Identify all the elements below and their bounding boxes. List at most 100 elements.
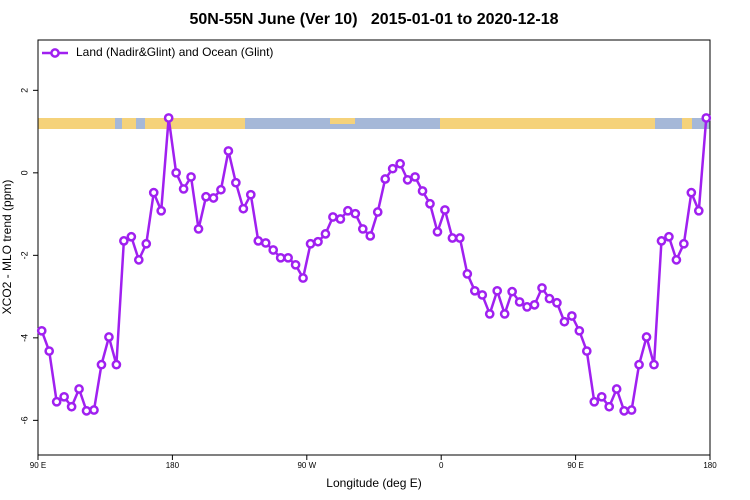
x-tick-label: 90 E: [567, 461, 583, 470]
y-tick-label: 2: [19, 88, 29, 93]
data-point: [216, 184, 226, 195]
data-point: [66, 401, 77, 412]
data-point: [44, 346, 55, 356]
data-point: [365, 231, 376, 241]
data-point: [440, 205, 450, 215]
y-tick-label: -2: [19, 251, 29, 259]
data-point: [253, 236, 264, 246]
data-point: [81, 406, 92, 416]
data-point: [231, 177, 241, 188]
data-point: [693, 205, 704, 216]
data-point: [298, 273, 308, 283]
y-tick-label: -4: [19, 334, 29, 342]
data-point: [126, 231, 137, 242]
data-point: [529, 299, 540, 310]
data-point: [328, 212, 338, 222]
data-point: [649, 359, 659, 370]
data-point: [574, 325, 585, 336]
legend-marker: [50, 48, 60, 58]
data-point: [36, 325, 47, 336]
data-point: [156, 205, 167, 216]
data-point: [537, 283, 547, 293]
x-tick-label: 0: [439, 461, 444, 470]
data-point: [701, 113, 712, 123]
land-band: [330, 118, 355, 124]
data-point: [275, 252, 286, 263]
x-tick-label: 180: [166, 461, 180, 470]
data-point: [171, 167, 181, 178]
data-point: [59, 391, 69, 402]
data-point: [455, 233, 465, 243]
x-tick-label: 90 W: [297, 461, 316, 470]
data-point: [544, 293, 555, 304]
data-point: [619, 406, 629, 416]
data-point: [507, 286, 517, 297]
x-tick-label: 180: [703, 461, 717, 470]
data-point: [410, 172, 420, 182]
data-point: [320, 229, 331, 239]
data-point: [104, 332, 114, 342]
data-point: [395, 158, 405, 169]
data-point: [350, 208, 361, 219]
data-point: [641, 332, 652, 342]
data-point: [671, 255, 682, 265]
data-point: [567, 311, 577, 321]
data-point: [238, 203, 249, 214]
data-point: [417, 186, 428, 196]
x-tick-label: 90 E: [30, 461, 46, 470]
data-point: [260, 238, 271, 248]
data-point: [477, 290, 488, 300]
data-point: [402, 174, 413, 185]
data-point: [96, 359, 107, 370]
data-point: [186, 172, 196, 182]
y-tick-label: -6: [19, 416, 29, 424]
ocean-band: [38, 118, 710, 129]
data-point: [522, 302, 532, 312]
data-point: [357, 224, 368, 234]
data-point: [343, 205, 353, 216]
data-point: [425, 198, 435, 209]
data-point: [626, 405, 637, 415]
data-point: [208, 193, 219, 203]
data-point: [283, 252, 293, 263]
data-point: [559, 316, 570, 327]
data-point: [686, 187, 697, 198]
land-band: [145, 118, 245, 129]
data-point: [596, 391, 607, 402]
data-point: [133, 255, 144, 265]
data-point: [335, 214, 346, 224]
data-point: [514, 297, 525, 307]
x-axis-label: Longitude (deg E): [326, 476, 421, 490]
y-axis-label: XCO2 - MLO trend (ppm): [0, 180, 14, 315]
data-point: [223, 146, 234, 156]
land-ocean-strip: [38, 118, 710, 129]
land-band: [38, 118, 115, 129]
data-point: [119, 236, 129, 246]
data-point: [656, 236, 667, 246]
data-point: [89, 405, 99, 415]
data-point: [290, 259, 301, 270]
data-point: [380, 174, 391, 184]
data-point: [245, 189, 256, 200]
data-point: [447, 233, 458, 243]
data-point: [492, 285, 503, 296]
data-point: [163, 113, 174, 123]
chart-title: 50N-55N June (Ver 10) 2015-01-01 to 2020…: [189, 11, 558, 28]
data-point: [581, 346, 592, 356]
y-tick-label: 0: [19, 170, 29, 175]
data-point: [74, 384, 84, 394]
data-point: [499, 309, 510, 319]
data-point: [148, 187, 159, 198]
data-point: [305, 238, 316, 249]
data-point: [51, 396, 62, 407]
land-band: [122, 118, 136, 129]
data-point: [552, 297, 562, 308]
data-point: [178, 184, 189, 194]
land-band: [440, 118, 655, 129]
data-point: [141, 238, 152, 249]
data-point: [111, 359, 122, 370]
plot-frame: [37, 39, 711, 456]
series-line: [40, 117, 708, 413]
data-point: [313, 236, 323, 247]
data-point: [193, 224, 204, 234]
